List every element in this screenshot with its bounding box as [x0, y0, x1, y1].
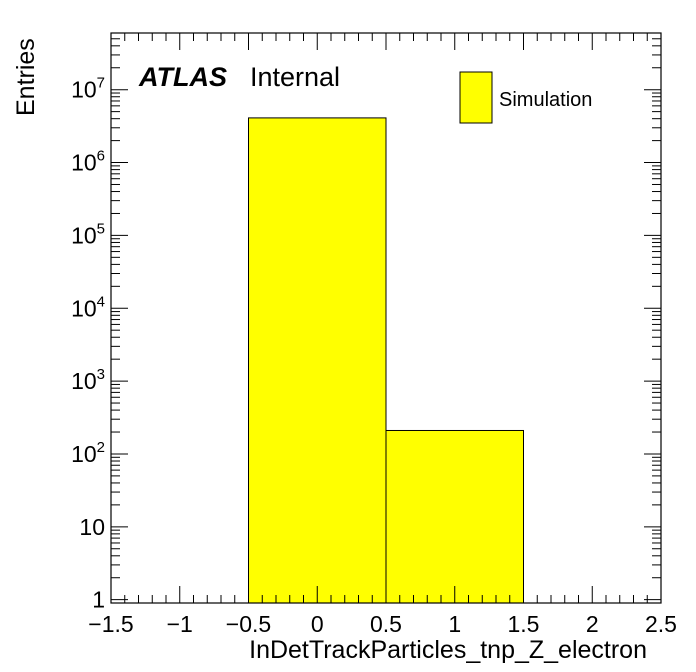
y-axis-label: Entries — [12, 38, 40, 116]
x-axis-label: InDetTrackParticles_tnp_Z_electron — [249, 636, 647, 664]
legend-swatch — [459, 71, 493, 124]
legend: Simulation — [459, 71, 592, 124]
y-tick-label: 102 — [71, 439, 105, 467]
atlas-label: ATLAS — [138, 62, 227, 92]
y-tick-label: 107 — [71, 75, 105, 103]
x-tick-label: 0 — [311, 611, 324, 637]
x-tick-labels: −1.5 −1 −0.5 0 0.5 1 1.5 2 2.5 — [88, 611, 677, 637]
x-tick-label: −1 — [167, 611, 193, 637]
y-tick-label: 10 — [79, 514, 105, 540]
x-tick-label: −1.5 — [88, 611, 133, 637]
y-tick-label: 105 — [71, 220, 105, 248]
y-tick-labels: 1 10 102 103 104 105 106 107 — [71, 75, 105, 613]
y-tick-label: 103 — [71, 366, 105, 394]
atlas-status-label: Internal — [250, 62, 340, 92]
x-tick-label: 0.5 — [370, 611, 402, 637]
x-tick-label: 1.5 — [508, 611, 540, 637]
legend-entry: Simulation — [499, 89, 592, 111]
histogram-bar-1 — [385, 429, 524, 604]
axis-ticks — [110, 32, 662, 603]
x-tick-label: 1 — [448, 611, 461, 637]
y-tick-label: 106 — [71, 148, 105, 176]
y-tick-label: 1 — [92, 587, 105, 613]
histogram-bar-0 — [248, 117, 387, 604]
x-tick-label: 2 — [586, 611, 599, 637]
x-tick-label: −0.5 — [226, 611, 271, 637]
histogram-bars — [248, 117, 524, 604]
y-tick-label: 104 — [71, 293, 105, 321]
x-tick-label: 2.5 — [645, 611, 677, 637]
